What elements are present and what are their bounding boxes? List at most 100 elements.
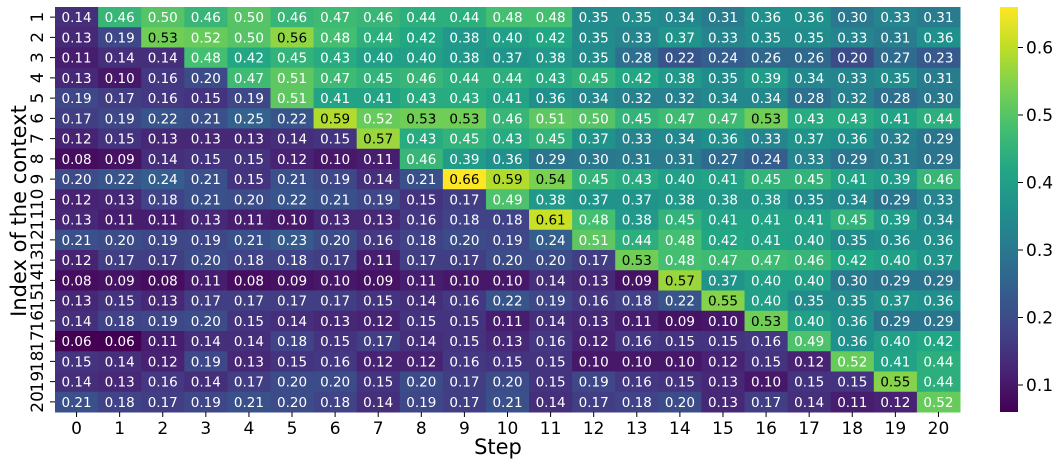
cell-value-label: 0.20 (406, 375, 436, 391)
heatmap-cell (529, 229, 573, 251)
heatmap-cell (787, 310, 832, 332)
heatmap-cell (701, 351, 746, 372)
cell-value-label: 0.16 (579, 294, 609, 310)
heatmap-cell (572, 250, 616, 271)
cell-value-label: 0.10 (622, 354, 652, 370)
cell-value-label: 0.28 (794, 91, 824, 107)
cell-value-label: 0.40 (794, 314, 824, 330)
cell-value-label: 0.37 (923, 253, 953, 269)
heatmap-cell (141, 108, 185, 129)
heatmap-cell (184, 67, 228, 89)
heatmap-cell (313, 209, 358, 231)
heatmap-cell (485, 391, 530, 413)
heatmap-cell (529, 290, 573, 312)
heatmap-cell (873, 229, 918, 251)
heatmap-cell (787, 331, 832, 352)
heatmap-cell (873, 391, 918, 413)
cell-value-label: 0.33 (923, 192, 953, 208)
heatmap-cell (313, 250, 358, 271)
cell-value-label: 0.52 (191, 30, 221, 46)
x-tick-label: 13 (626, 419, 648, 439)
cell-value-label: 0.42 (406, 30, 436, 46)
cell-value-label: 0.21 (492, 395, 522, 411)
heatmap-cell (572, 47, 616, 69)
y-tick-label: 4 (28, 72, 48, 83)
x-tick-label: 16 (755, 419, 777, 439)
y-tick-label: 6 (28, 113, 48, 124)
cell-value-label: 0.46 (794, 253, 824, 269)
heatmap-cell (98, 209, 142, 231)
cell-value-label: 0.40 (751, 294, 781, 310)
heatmap-cell (615, 371, 659, 393)
heatmap-cell (916, 47, 961, 69)
x-tick-label: 17 (798, 419, 820, 439)
heatmap-cell (55, 108, 99, 129)
heatmap-cell (270, 209, 315, 231)
cell-value-label: 0.42 (837, 253, 867, 269)
cell-value-label: 0.11 (622, 314, 652, 330)
cell-value-label: 0.41 (880, 111, 910, 127)
cell-value-label: 0.50 (579, 111, 609, 127)
heatmap-cell (184, 250, 228, 271)
cell-value-label: 0.39 (880, 172, 910, 188)
cell-value-label: 0.51 (277, 71, 307, 87)
cell-value-label: 0.21 (62, 395, 92, 411)
heatmap-cell (399, 331, 444, 352)
heatmap-cell (227, 331, 271, 352)
heatmap-cell (184, 270, 228, 291)
heatmap-cell (356, 209, 401, 231)
cell-value-label: 0.11 (148, 213, 178, 229)
cell-value-label: 0.29 (536, 152, 566, 168)
heatmap-cell (270, 47, 315, 69)
cell-value-label: 0.59 (492, 172, 522, 188)
cell-value-label: 0.49 (794, 334, 824, 350)
heatmap-cell (615, 331, 659, 352)
heatmap-cell (916, 250, 961, 271)
heatmap-cell (916, 7, 961, 28)
heatmap-cell (830, 290, 875, 312)
heatmap-cell (701, 310, 746, 332)
cell-value-label: 0.10 (708, 314, 738, 330)
cell-value-label: 0.40 (751, 273, 781, 289)
cell-value-label: 0.20 (492, 375, 522, 391)
heatmap-cell (227, 27, 271, 48)
cell-value-label: 0.33 (622, 30, 652, 46)
heatmap-cell (98, 229, 142, 251)
x-tick-label: 18 (841, 419, 863, 439)
heatmap-cell (313, 351, 358, 372)
cell-value-label: 0.35 (794, 192, 824, 208)
heatmap-cell (141, 331, 185, 352)
heatmap-cell (485, 88, 530, 109)
heatmap-cell (356, 250, 401, 271)
heatmap-cell (184, 209, 228, 231)
heatmap-cell (313, 108, 358, 129)
cell-value-label: 0.14 (794, 395, 824, 411)
heatmap-cell (658, 290, 702, 312)
cell-value-label: 0.15 (320, 132, 350, 148)
cell-value-label: 0.09 (277, 273, 307, 289)
cell-value-label: 0.44 (363, 30, 393, 46)
heatmap-cell (98, 189, 142, 210)
heatmap-cell (485, 189, 530, 210)
heatmap-cell (227, 371, 271, 393)
cell-value-label: 0.43 (794, 111, 824, 127)
heatmap-cell (572, 7, 616, 28)
heatmap-cell (356, 310, 401, 332)
cell-value-label: 0.16 (406, 213, 436, 229)
cell-value-label: 0.36 (708, 132, 738, 148)
heatmap-cell (141, 27, 185, 48)
heatmap-cell (916, 391, 961, 413)
heatmap-cell (830, 88, 875, 109)
heatmap-cell (141, 88, 185, 109)
heatmap-cell (787, 290, 832, 312)
heatmap-cell (744, 351, 789, 372)
cell-value-label: 0.16 (148, 71, 178, 87)
heatmap-cell (916, 270, 961, 291)
cell-value-label: 0.21 (62, 233, 92, 249)
cell-value-label: 0.55 (880, 375, 910, 391)
cell-value-label: 0.42 (708, 233, 738, 249)
cell-value-label: 0.19 (191, 395, 221, 411)
cell-value-label: 0.41 (708, 213, 738, 229)
cell-value-label: 0.42 (234, 51, 264, 67)
cell-value-label: 0.29 (880, 273, 910, 289)
